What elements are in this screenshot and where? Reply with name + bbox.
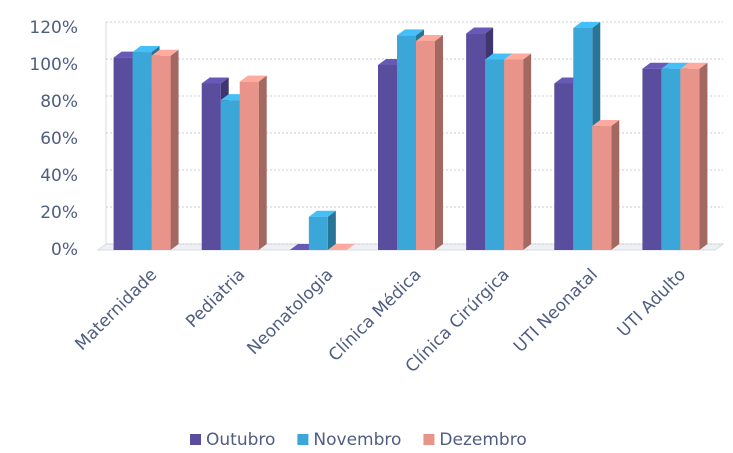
- y-tick-label: 120%: [29, 18, 78, 38]
- y-tick-label: 100%: [29, 55, 78, 75]
- bar-top: [416, 34, 443, 41]
- bar-front: [554, 83, 574, 250]
- bar-front: [113, 57, 133, 250]
- bar-side: [523, 53, 532, 251]
- bar: [416, 34, 443, 251]
- bar-side: [611, 120, 620, 250]
- bar: [239, 75, 267, 251]
- bar-side: [699, 62, 708, 251]
- bar-front: [151, 55, 171, 250]
- bar-front: [201, 83, 221, 250]
- bar-front: [466, 33, 486, 250]
- bar-front: [573, 28, 593, 250]
- y-tick-label: 80%: [40, 92, 78, 112]
- bar: [504, 53, 532, 251]
- bar-front: [680, 68, 700, 250]
- bar-top: [308, 210, 336, 217]
- bar-top: [201, 77, 229, 84]
- bar-top: [592, 120, 620, 127]
- x-tick-label: Maternidade: [71, 265, 161, 355]
- bar-front: [661, 68, 681, 250]
- bar: [592, 120, 620, 250]
- bar-top: [642, 62, 670, 69]
- y-tick-label: 0%: [51, 240, 78, 260]
- x-tick-label: Neonatologia: [243, 265, 337, 359]
- bar-top: [239, 75, 267, 82]
- legend-swatch: [297, 434, 309, 445]
- legend-label: Novembro: [313, 430, 401, 450]
- legend-label: Dezembro: [439, 430, 526, 450]
- bar-top: [397, 29, 424, 36]
- bar-front: [416, 40, 435, 251]
- y-tick-label: 40%: [40, 166, 78, 186]
- legend-swatch: [423, 434, 435, 445]
- bar-side: [327, 210, 336, 250]
- x-tick-label: UTI Neonatal: [510, 265, 602, 357]
- bar: [680, 62, 708, 251]
- bar: [327, 244, 355, 250]
- bar-front: [308, 216, 328, 250]
- legend-swatch: [190, 434, 201, 445]
- bar-top: [661, 62, 689, 69]
- x-tick-label: UTI Adulto: [614, 265, 690, 341]
- bar: [151, 49, 179, 250]
- bar-side: [435, 34, 443, 251]
- bar-front: [378, 65, 397, 250]
- bar-top: [327, 244, 355, 250]
- bar-top: [466, 27, 494, 34]
- bar-front: [397, 35, 416, 251]
- y-tick-label: 20%: [40, 203, 78, 223]
- x-tick-label: Clínica Médica: [325, 265, 426, 366]
- x-tick-label: Pediatria: [182, 265, 249, 332]
- bar-side: [258, 75, 267, 251]
- bar-front: [504, 59, 524, 251]
- bar-top: [573, 22, 601, 28]
- bar-top: [680, 62, 708, 69]
- bar: [308, 210, 336, 250]
- bar-front: [132, 52, 152, 250]
- bar-front: [642, 68, 662, 250]
- bar-front: [220, 100, 240, 251]
- y-tick-label: 60%: [40, 129, 78, 149]
- bar-front: [239, 81, 259, 251]
- bar-top: [485, 53, 513, 60]
- bar-side: [170, 49, 179, 250]
- bar-front: [592, 126, 612, 250]
- legend-label: Outubro: [206, 430, 275, 450]
- bar-top: [504, 53, 532, 60]
- bar-top: [132, 46, 160, 53]
- bar-top: [151, 49, 179, 56]
- bar-front: [485, 59, 505, 251]
